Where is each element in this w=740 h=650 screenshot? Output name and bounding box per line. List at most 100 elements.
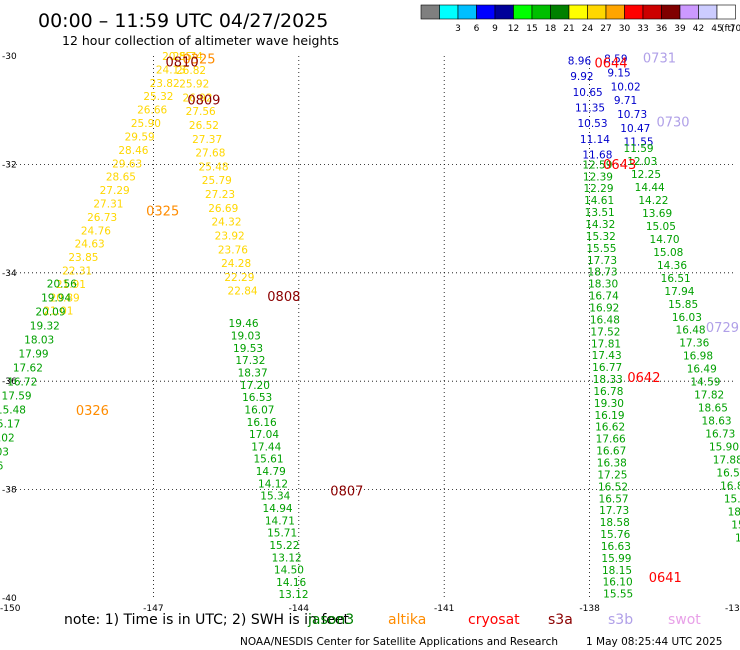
wave-height-label: 17.73 <box>599 505 629 517</box>
wave-height-label: 16.92 <box>589 302 619 314</box>
axis-tick-labels: -30 -32 -34 -36 -38 -40-150 -147 -144 -141 -138 -1… <box>0 52 740 614</box>
wave-height-label: 14.16 <box>276 577 306 589</box>
wave-height-label: 8.96 <box>568 55 592 67</box>
wave-height-label: 23.85 <box>68 252 98 264</box>
legend-label: 24 <box>582 24 594 34</box>
pass-time-label: 0729 <box>706 321 739 336</box>
wave-height-label: 22.31 <box>62 266 92 278</box>
lon-tick-label: -138 <box>579 604 600 614</box>
wave-height-label: 20.85 <box>162 51 192 63</box>
wave-height-label: 15.22 <box>269 540 299 552</box>
wave-height-label: 17.94 <box>664 286 694 298</box>
legend-swatch <box>457 4 477 20</box>
wave-height-label: 10.47 <box>620 123 650 135</box>
legend-swatch <box>439 4 459 20</box>
wave-height-label: 18. <box>728 506 740 518</box>
wave-height-label: 19.03 <box>231 331 261 343</box>
legend-label: 33 <box>637 24 648 34</box>
wave-height-label: 17.43 <box>592 350 622 362</box>
legend-swatch <box>476 4 496 20</box>
legend-swatch <box>661 4 681 20</box>
wave-height-label: 16.73 <box>705 429 735 441</box>
wave-height-label: 9.15 <box>607 68 630 80</box>
wave-height-label: 19.30 <box>594 398 624 410</box>
legend-label: 12 <box>508 24 519 34</box>
wave-height-label: 24.28 <box>221 258 251 270</box>
wave-height-label: 15.08 <box>653 247 683 259</box>
wave-height-label: 18.63 <box>702 416 732 428</box>
lon-tick-label: -135 <box>725 604 740 614</box>
legend-swatch <box>587 4 607 20</box>
pass-time-label: 0807 <box>330 485 363 500</box>
wave-height-label: 12.25 <box>631 169 661 181</box>
legend-swatch <box>716 4 736 20</box>
wave-height-label: 17.62 <box>13 363 43 375</box>
satellite-name-altika: altika <box>388 612 426 628</box>
wave-height-label: 15.34 <box>260 491 290 503</box>
wave-height-label: 11.14 <box>580 134 610 146</box>
footnote: note: 1) Time is in UTC; 2) SWH is in fe… <box>64 612 350 628</box>
wave-height-label: 15.61 <box>253 454 283 466</box>
wave-height-label: 22.29 <box>224 272 254 284</box>
wave-height-label: 16.53 <box>242 392 272 404</box>
pass-time-label: 0643 <box>603 158 636 173</box>
lat-tick-label: -34 <box>2 269 17 279</box>
lat-tick-label: -38 <box>2 486 17 496</box>
legend-label: 39 <box>674 24 686 34</box>
wave-height-label: 13.69 <box>642 208 672 220</box>
wave-height-label: 16.07 <box>244 404 274 416</box>
lon-tick-label: -141 <box>434 604 454 614</box>
wave-height-label: 16.19 <box>594 410 624 422</box>
lat-tick-label: -36 <box>2 377 17 387</box>
wave-height-label: 20.09 <box>35 307 65 319</box>
wave-height-label: 18.58 <box>600 517 630 529</box>
wave-height-label: 15.03 <box>0 447 9 459</box>
wave-height-label: 26.66 <box>137 105 167 117</box>
legend-label: 18 <box>545 24 557 34</box>
wave-height-label: 13.76 <box>0 461 4 473</box>
wave-height-label: 25.32 <box>143 91 173 103</box>
wave-height-label: 27.29 <box>100 185 130 197</box>
legend-label: 30 <box>619 24 631 34</box>
wave-height-label: 27.37 <box>192 134 222 146</box>
wave-height-label: 17.36 <box>679 338 709 350</box>
wave-height-label: 17.73 <box>587 255 617 267</box>
track-s3a: 19.4619.0319.5317.3218.3717.2016.5316.07… <box>229 318 309 601</box>
wave-height-label: 14.44 <box>635 182 665 194</box>
wave-height-label: 18.33 <box>593 374 623 386</box>
wave-height-label: 15.99 <box>601 553 631 565</box>
wave-height-label: 27.23 <box>205 189 235 201</box>
wave-height-label: 14.79 <box>256 466 286 478</box>
wave-height-label: 18.30 <box>588 279 618 291</box>
wave-height-label: 26.69 <box>208 203 238 215</box>
wave-height-label: 17.59 <box>2 391 32 403</box>
wave-height-label: 12.39 <box>583 171 613 183</box>
legend-label: 6 <box>474 24 480 34</box>
legend-label: 3 <box>455 24 461 34</box>
wave-height-label: 15.55 <box>586 243 616 255</box>
wave-height-label: 14.94 <box>263 503 293 515</box>
wave-height-label: 19.94 <box>41 293 71 305</box>
legend-swatch <box>642 4 662 20</box>
wave-height-label: 13.51 <box>585 207 615 219</box>
wave-height-label: 17.25 <box>597 469 627 481</box>
legend-swatch <box>494 4 514 20</box>
satellite-name-jason3: jason3 <box>307 612 354 628</box>
wave-height-label: 19.53 <box>233 343 263 355</box>
wave-height-label: 27.68 <box>195 148 225 160</box>
color-legend: 3 6 9 12 15 18 21 24 27 30 33 36 39 42 45 70(ft) <box>420 4 740 34</box>
pass-time-label: 0808 <box>267 290 300 305</box>
wave-height-label: 15.32 <box>586 231 616 243</box>
satellite-legend: jason3 altika cryosat s3a s3b swot <box>307 612 701 628</box>
wave-height-label: 26.82 <box>176 65 206 77</box>
wave-height-label: 19.46 <box>229 318 259 330</box>
wave-height-label: 24.76 <box>81 225 111 237</box>
wave-height-label: 25.90 <box>131 118 161 130</box>
wave-height-label: 17.44 <box>251 441 281 453</box>
wave-height-label: 23.92 <box>215 230 245 242</box>
legend-label: 15 <box>526 24 537 34</box>
wave-height-label: 17.52 <box>590 326 620 338</box>
wave-height-label: 17.88 <box>713 454 740 466</box>
wave-height-label: 16.8 <box>720 480 740 492</box>
legend-swatch <box>531 4 551 20</box>
